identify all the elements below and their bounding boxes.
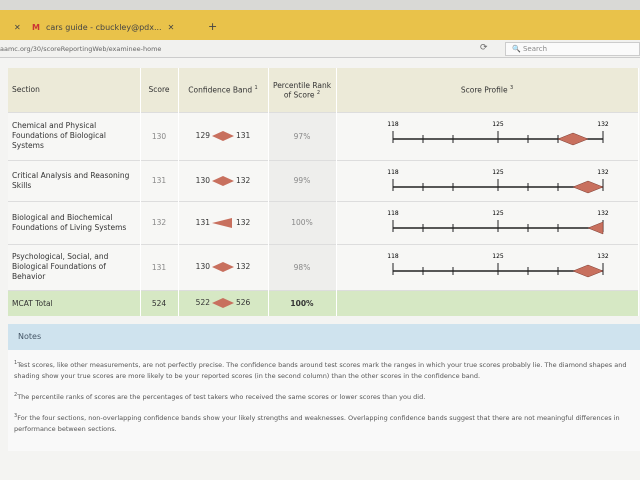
score-value: 131	[140, 243, 179, 290]
band-diamond-icon	[212, 262, 234, 272]
percentile-value: 100%	[268, 200, 337, 244]
header-score: Score	[140, 68, 179, 112]
score-value: 132	[140, 200, 179, 244]
note-2: 2The percentile ranks of scores are the …	[14, 392, 426, 402]
header-section: Section	[8, 68, 141, 112]
axis-label-min: 118	[387, 121, 399, 128]
score-value: 131	[140, 159, 179, 201]
search-input[interactable]: 🔍 Search	[505, 42, 640, 56]
score-report-page: Section Score Confidence Band 1 Percenti…	[0, 58, 640, 480]
band-diamond-icon	[212, 175, 234, 186]
axis-label-mid: 125	[492, 253, 504, 260]
score-profile: 118 125 132	[336, 159, 639, 201]
score-profile: 118 125 132	[336, 243, 639, 290]
axis-label-max: 132	[597, 169, 609, 176]
axis-label-max: 132	[597, 121, 609, 128]
axis-label-min: 118	[387, 210, 399, 217]
url-bar[interactable]: aamc.org/30/scoreReportingWeb/examinee-h…	[0, 40, 640, 58]
band-diamond-icon	[212, 298, 234, 309]
total-row: MCAT Total 524 522 526 100%	[8, 289, 639, 316]
axis-label-mid: 125	[492, 121, 504, 128]
url-text[interactable]: aamc.org/30/scoreReportingWeb/examinee-h…	[0, 45, 162, 53]
total-band: 522 526	[178, 289, 269, 316]
section-name: Critical Analysis and Reasoning Skills	[8, 159, 141, 201]
confidence-band: 130 132	[178, 243, 269, 290]
total-score: 524	[140, 289, 179, 316]
section-name: Biological and Biochemical Foundations o…	[8, 200, 141, 244]
table-row: Biological and Biochemical Foundations o…	[8, 200, 639, 244]
confidence-band: 130 132	[178, 159, 269, 201]
axis-label-min: 118	[387, 169, 399, 176]
percentile-value: 98%	[268, 243, 337, 290]
score-profile-chart: 118 125 132	[387, 169, 609, 193]
axis-label-min: 118	[387, 253, 399, 260]
score-table: Section Score Confidence Band 1 Percenti…	[8, 68, 639, 316]
header-percentile: Percentile Rank of Score 2	[268, 68, 337, 112]
tab-label: cars guide - cbuckley@pdx...	[45, 23, 162, 32]
score-diamond	[586, 221, 603, 234]
notes-body: 1Test scores, like other measurements, a…	[8, 350, 640, 452]
percentile-value: 97%	[268, 111, 337, 160]
total-percentile: 100%	[268, 289, 337, 316]
score-diamond	[571, 180, 604, 193]
gmail-icon: M	[32, 23, 40, 32]
close-tab-button[interactable]: ✕	[14, 23, 21, 32]
score-value: 130	[140, 111, 179, 160]
score-diamond	[556, 132, 589, 145]
section-name: Psychological, Social, and Biological Fo…	[8, 243, 141, 290]
table-row: Critical Analysis and Reasoning Skills 1…	[8, 159, 639, 201]
total-label: MCAT Total	[8, 289, 141, 316]
header-profile: Score Profile 3	[336, 68, 639, 112]
score-profile-chart: 118 125 132	[387, 253, 609, 277]
confidence-band: 129 131	[178, 111, 269, 160]
score-profile: 118 125 132	[336, 111, 639, 160]
axis-label-max: 132	[597, 253, 609, 260]
band-diamond-icon	[212, 217, 232, 228]
axis-label-max: 132	[597, 210, 609, 217]
score-diamond	[571, 264, 604, 277]
notes-title: Notes	[8, 324, 640, 350]
close-icon[interactable]: ✕	[167, 23, 175, 32]
axis-label-mid: 125	[492, 169, 504, 176]
note-1: 1Test scores, like other measurements, a…	[14, 360, 627, 381]
band-diamond-icon	[212, 131, 234, 141]
new-tab-button[interactable]: +	[208, 20, 218, 33]
table-row: Chemical and Physical Foundations of Bio…	[8, 111, 639, 160]
table-row: Psychological, Social, and Biological Fo…	[8, 243, 639, 290]
search-placeholder: Search	[522, 45, 548, 53]
header-band: Confidence Band 1	[178, 68, 269, 112]
score-profile-chart: 118 125 132	[387, 121, 609, 145]
score-profile-chart: 118 125 132	[387, 210, 609, 234]
percentile-value: 99%	[268, 159, 337, 201]
score-profile: 118 125 132	[336, 200, 639, 244]
note-3: 3For the four sections, non-overlapping …	[14, 413, 620, 434]
confidence-band: 131 132	[178, 200, 269, 244]
reload-icon[interactable]: ⟳	[480, 43, 488, 53]
axis-label-mid: 125	[492, 210, 504, 217]
section-name: Chemical and Physical Foundations of Bio…	[8, 111, 141, 160]
